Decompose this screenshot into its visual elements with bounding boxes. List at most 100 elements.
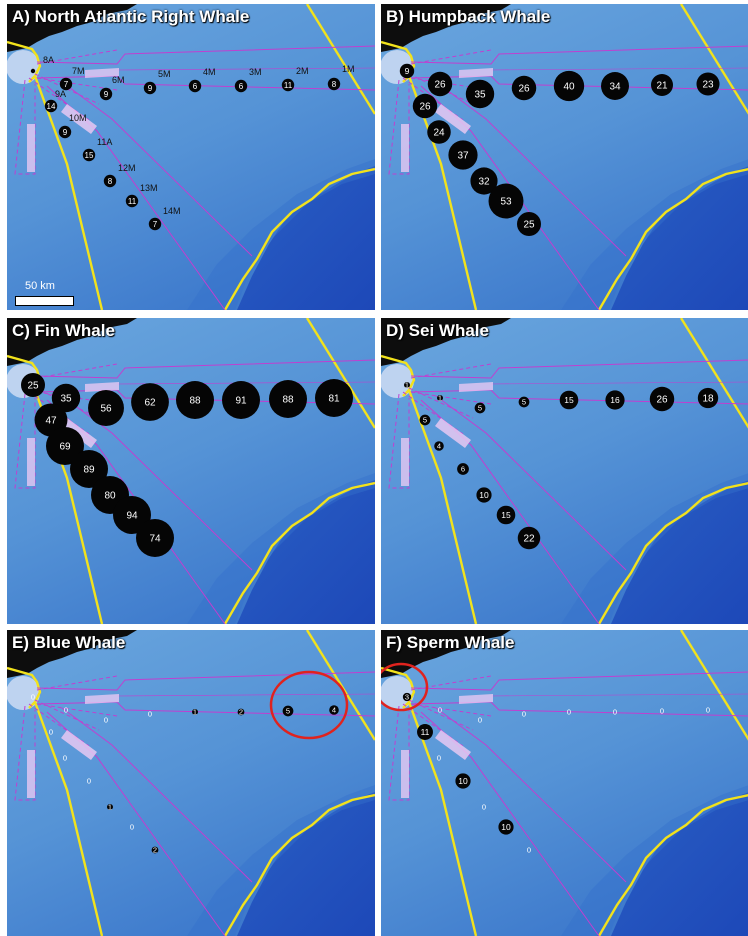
site-count-label: 10 bbox=[458, 776, 468, 786]
site-count-label: 56 bbox=[100, 404, 112, 415]
site-count-label: 18 bbox=[702, 394, 714, 405]
deep-water bbox=[611, 166, 748, 310]
site-marker bbox=[103, 174, 117, 188]
site-marker bbox=[476, 487, 492, 503]
site-count-label: 2 bbox=[153, 846, 157, 855]
site-name-label: 5M bbox=[158, 69, 171, 79]
site-count-label: 1 bbox=[438, 394, 442, 403]
site-count-label: 0 bbox=[31, 693, 35, 702]
detection-sites: 9 26 35 26 40 34 21 23 26 24 37 32 53 25 bbox=[399, 63, 720, 236]
map-panel-e: 0 0 0 0 1 2 5 4 0 0 0 1 0 2 E) Blue Whale bbox=[7, 630, 375, 936]
site-count-label: 2 bbox=[239, 708, 243, 717]
site-marker bbox=[651, 74, 673, 96]
site-marker bbox=[434, 441, 444, 451]
shipping-lanes bbox=[410, 359, 748, 624]
coastline-land bbox=[381, 4, 511, 52]
site-count-label: 0 bbox=[660, 707, 664, 716]
site-count-label: 35 bbox=[474, 90, 486, 101]
site-marker bbox=[136, 519, 174, 557]
site-count-label: 25 bbox=[523, 220, 535, 231]
site-marker bbox=[559, 390, 579, 410]
site-count-label: 26 bbox=[434, 80, 446, 91]
site-count-label: 9 bbox=[63, 128, 68, 137]
site-count-label: 9 bbox=[405, 66, 410, 76]
site-name-label: 2M bbox=[296, 66, 309, 76]
site-count-label: 5 bbox=[286, 707, 290, 716]
site-count-label: 0 bbox=[49, 728, 53, 737]
site-count-label: 1 bbox=[193, 708, 197, 717]
site-marker bbox=[125, 194, 139, 208]
site-marker bbox=[498, 819, 514, 835]
coastline-land bbox=[7, 4, 137, 52]
site-marker bbox=[113, 496, 151, 534]
site-name-label: 9A bbox=[55, 89, 66, 99]
site-count-label: 11 bbox=[284, 81, 293, 90]
site-marker bbox=[605, 390, 625, 410]
site-marker bbox=[282, 705, 294, 717]
site-count-label: 0 bbox=[613, 708, 617, 717]
site-count-label: 0 bbox=[522, 710, 526, 719]
site-marker bbox=[222, 381, 260, 419]
shipping-lanes bbox=[36, 671, 375, 936]
detection-sites: 25 35 56 62 88 91 88 81 47 69 89 80 94 74 bbox=[21, 373, 353, 557]
site-marker bbox=[88, 390, 124, 426]
site-count-label: 0 bbox=[438, 706, 442, 715]
site-count-label: 0 bbox=[567, 708, 571, 717]
site-count-label: 9 bbox=[148, 84, 153, 93]
site-count-label: 11 bbox=[421, 727, 430, 737]
map-panel-c: 25 35 56 62 88 91 88 81 47 69 89 80 94 74 C) Fin Whale bbox=[7, 318, 375, 624]
site-marker bbox=[649, 386, 675, 412]
site-count-label: 0 bbox=[437, 754, 441, 763]
site-count-label: 7 bbox=[153, 220, 158, 229]
site-count-label: 91 bbox=[235, 396, 247, 407]
site-count-label: 40 bbox=[563, 82, 575, 93]
panel-title: C) Fin Whale bbox=[12, 321, 115, 340]
site-count-label: 80 bbox=[104, 491, 116, 502]
map-panel-a: 8A 7 7M 9 6M 9 5M 6 4M 6 3M 11 2M 8 1M 14 9A 9 10M 15 11A 8 12… bbox=[7, 4, 375, 310]
site-count-label: 1 bbox=[108, 803, 112, 812]
site-marker bbox=[427, 71, 453, 97]
site-count-label: 0 bbox=[148, 710, 152, 719]
site-marker bbox=[419, 414, 431, 426]
site-marker bbox=[553, 70, 585, 102]
site-marker bbox=[30, 68, 36, 74]
site-count-label: 88 bbox=[189, 396, 201, 407]
map-canvas: 9 26 35 26 40 34 21 23 26 24 37 32 53 25 bbox=[381, 4, 748, 310]
site-count-label: 8 bbox=[108, 177, 113, 186]
site-name-label: 12M bbox=[118, 163, 136, 173]
site-marker bbox=[82, 148, 96, 162]
site-count-label: 24 bbox=[433, 128, 445, 139]
site-marker bbox=[329, 705, 339, 715]
panel-title: A) North Atlantic Right Whale bbox=[12, 7, 250, 26]
map-panel-d: 1 1 5 5 15 16 26 18 5 4 6 10 15 22 D) Sei Whale bbox=[381, 318, 748, 624]
coastline-land bbox=[7, 318, 137, 366]
panel-title: F) Sperm Whale bbox=[386, 633, 515, 652]
site-marker bbox=[21, 373, 45, 397]
coastline-land bbox=[381, 318, 511, 366]
site-count-label: 0 bbox=[706, 706, 710, 715]
site-count-label: 32 bbox=[478, 177, 490, 188]
site-name-label: 1M bbox=[342, 64, 355, 74]
site-count-label: 88 bbox=[282, 395, 294, 406]
site-name-label: 11A bbox=[97, 137, 112, 147]
highlight-ring bbox=[381, 662, 429, 712]
deep-water bbox=[237, 480, 375, 624]
map-canvas: 3 0 0 0 0 0 0 0 11 0 10 0 10 0 bbox=[381, 630, 748, 936]
site-marker bbox=[404, 382, 410, 388]
site-marker bbox=[59, 77, 73, 91]
site-count-label: 0 bbox=[87, 777, 91, 786]
site-count-label: 8 bbox=[332, 80, 337, 89]
site-marker bbox=[496, 505, 516, 525]
site-count-label: 4 bbox=[437, 442, 441, 451]
site-marker bbox=[99, 87, 113, 101]
site-marker bbox=[437, 395, 443, 401]
site-count-label: 21 bbox=[656, 81, 668, 92]
site-count-label: 26 bbox=[518, 84, 530, 95]
site-marker bbox=[131, 383, 169, 421]
site-marker bbox=[517, 212, 541, 236]
site-marker bbox=[427, 120, 451, 144]
map-panel-f: 3 0 0 0 0 0 0 0 11 0 10 0 10 0 F) Sperm Whale bbox=[381, 630, 748, 936]
map-canvas: 8A77M96M95M64M63M112M81M149A910M1511A812… bbox=[7, 4, 375, 310]
site-marker bbox=[327, 77, 341, 91]
site-count-label: 15 bbox=[501, 510, 511, 520]
